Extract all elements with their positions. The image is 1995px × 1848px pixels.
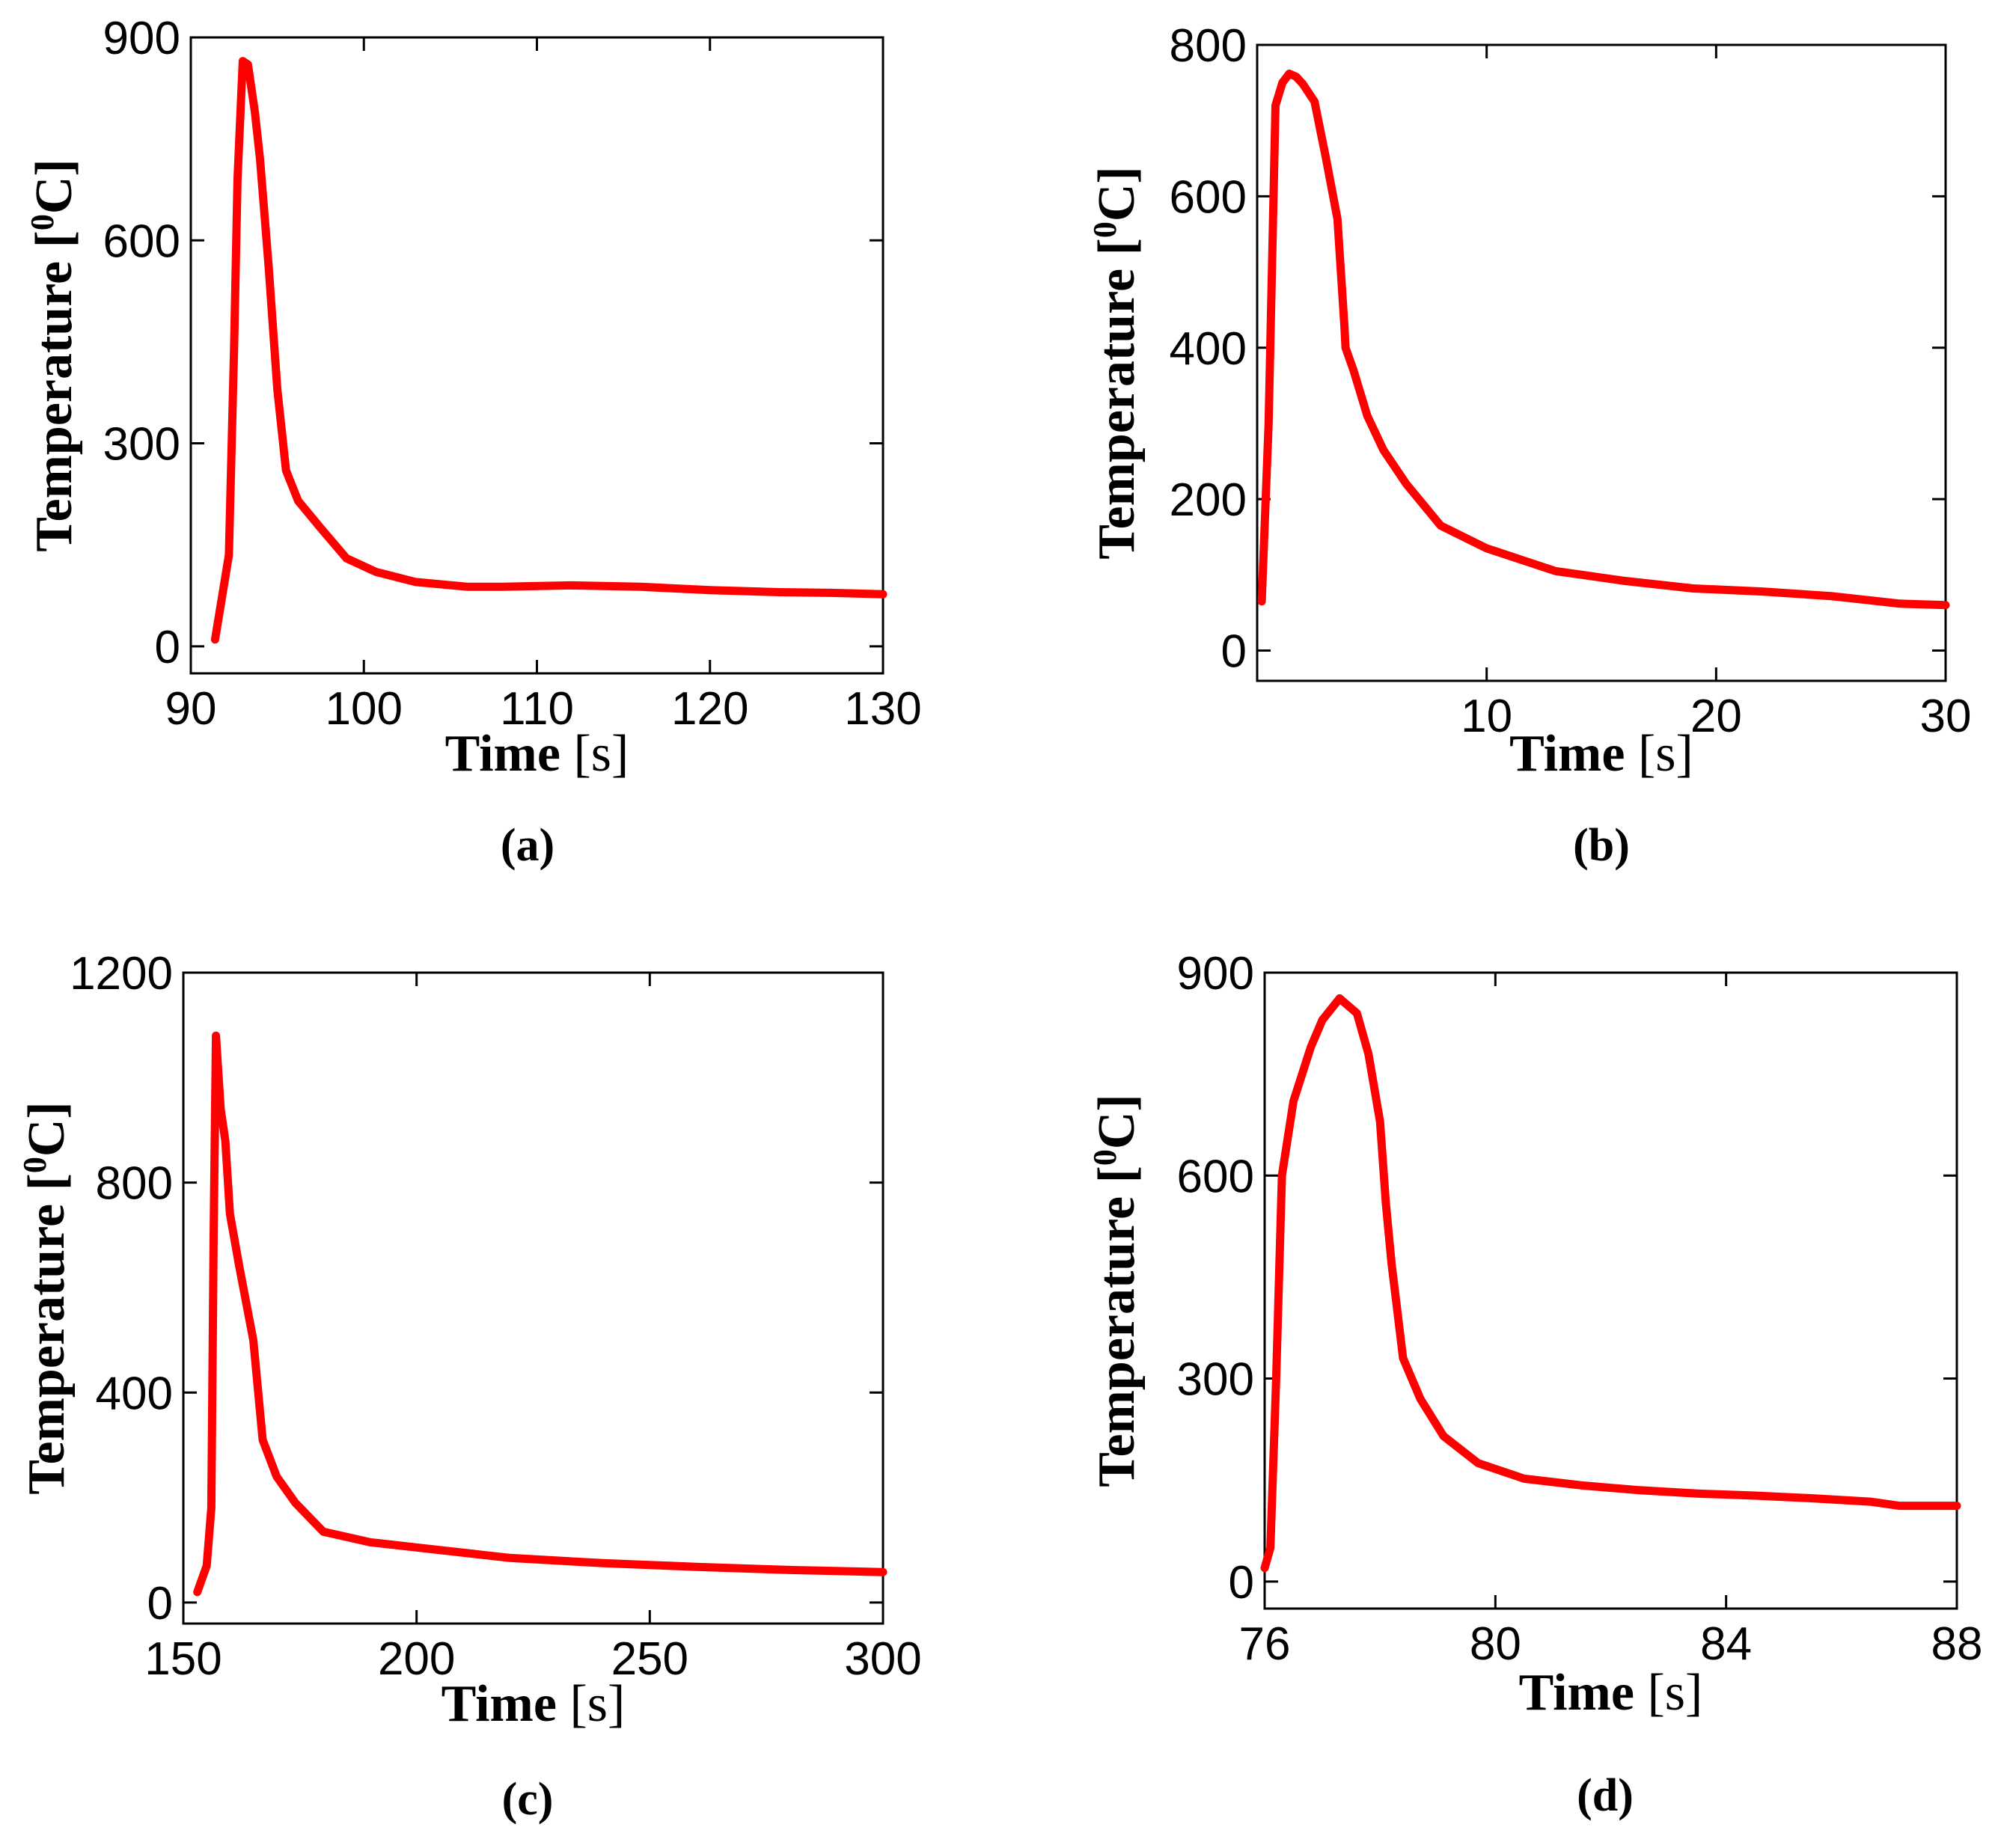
- panel-d-ytick-label: 0: [1229, 1557, 1254, 1609]
- panel-d-x-axis-title: Time [s]: [1519, 1664, 1703, 1722]
- panel-b-xtick-label: 10: [1461, 691, 1512, 742]
- panel-a-xtick-label: 130: [844, 683, 921, 735]
- panel-c-xtick-label: 150: [144, 1633, 222, 1685]
- panel-a-temperature-line: [210, 57, 887, 644]
- panel-b-ytick-label: 200: [1170, 474, 1247, 526]
- panel-b-x-axis-title: Time [s]: [1509, 725, 1693, 783]
- panel-c-ytick-label: 800: [96, 1158, 173, 1210]
- panel-c-y-axis-title: Temperature [0C]: [16, 1101, 76, 1495]
- panel-d-ytick-label: 600: [1177, 1151, 1254, 1202]
- panel-b-ytick-label: 400: [1170, 323, 1247, 375]
- panel-a: 90 100 110 120 130 0 300 600 900 Time [s] Temperat…: [24, 13, 922, 871]
- panel-b-plot-frame: [1256, 43, 1947, 682]
- panel-a-caption: (a): [501, 820, 554, 871]
- panel-d-xtick-label: 84: [1700, 1618, 1752, 1670]
- panel-c: 150 200 250 300 0 400 800 1200 Time [s] Temperatu…: [16, 948, 922, 1825]
- panel-a-ytick-label: 300: [103, 419, 180, 471]
- panel-b-ytick-label: 800: [1170, 20, 1247, 72]
- panel-c-ytick-label: 400: [96, 1368, 173, 1419]
- panel-b-xtick-label: 20: [1690, 691, 1742, 742]
- panel-c-xtick-label: 200: [378, 1633, 455, 1685]
- panel-c-x-axis-title: Time [s]: [442, 1675, 626, 1733]
- panel-b-ytick-label: 600: [1170, 171, 1247, 223]
- panel-a-xtick-label: 110: [500, 683, 574, 735]
- panel-a-ytick-label: 600: [103, 215, 180, 267]
- panel-b-ytick-label: 0: [1221, 626, 1247, 678]
- panel-a-xtick-label: 90: [165, 683, 217, 735]
- panel-b: 10 20 30 0 200 400 600 800 Time [s] Temperature […: [1087, 20, 1971, 871]
- panel-d-plot-frame: [1263, 971, 1958, 1610]
- panel-c-temperature-line: [193, 1031, 887, 1597]
- panel-c-ytick-label: 0: [147, 1578, 173, 1630]
- panel-d-y-axis-title: Temperature [0C]: [1087, 1094, 1146, 1487]
- panel-d-temperature-line: [1260, 994, 1961, 1573]
- panel-b-temperature-line: [1257, 70, 1950, 610]
- panel-d-caption: (d): [1577, 1770, 1634, 1821]
- panel-c-caption: (c): [502, 1774, 554, 1825]
- panel-d-ytick-label: 900: [1177, 948, 1254, 1000]
- panel-c-plot-frame: [182, 971, 885, 1625]
- panel-c-xtick-label: 300: [844, 1633, 921, 1685]
- panel-a-x-axis-title: Time [s]: [445, 725, 629, 783]
- panel-d-ytick-label: 300: [1177, 1354, 1254, 1406]
- panel-a-ytick-label: 900: [103, 13, 180, 64]
- panel-a-ytick-label: 0: [155, 622, 180, 673]
- panel-a-y-axis-title: Temperature [0C]: [24, 159, 83, 552]
- panel-b-xtick-label: 30: [1920, 691, 1972, 742]
- panel-d-xtick-label: 80: [1470, 1618, 1521, 1670]
- panel-a-xtick-label: 100: [326, 683, 403, 735]
- panel-b-caption: (b): [1573, 820, 1630, 871]
- panel-c-xtick-label: 250: [611, 1633, 688, 1685]
- panel-a-xtick-label: 120: [671, 683, 748, 735]
- panel-d-xtick-label: 76: [1239, 1618, 1291, 1670]
- panel-d: 76 80 84 88 0 300 600 900 Time [s] Temperature [0…: [1087, 948, 1982, 1821]
- panel-b-y-axis-title: Temperature [0C]: [1087, 166, 1146, 560]
- panel-a-plot-frame: [189, 36, 885, 675]
- panel-d-xtick-label: 88: [1931, 1618, 1983, 1670]
- panel-c-ytick-label: 1200: [70, 948, 173, 1000]
